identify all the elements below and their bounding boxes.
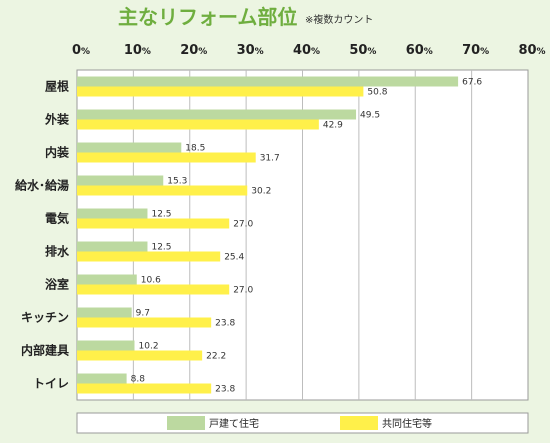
bar — [77, 383, 212, 394]
tick-label: 10% — [124, 43, 151, 58]
bar — [77, 317, 212, 328]
bar — [77, 76, 459, 87]
data-label: 8.8 — [131, 375, 146, 385]
data-label: 42.9 — [323, 121, 343, 131]
legend-swatch — [340, 416, 378, 430]
data-label: 31.7 — [260, 154, 280, 164]
chart-subtitle: ※複数カウント — [305, 13, 373, 26]
bar — [77, 274, 137, 285]
data-label: 18.5 — [185, 144, 205, 154]
data-label: 49.5 — [360, 111, 380, 121]
bar — [77, 284, 230, 295]
data-label: 25.4 — [224, 253, 244, 263]
data-label: 10.6 — [141, 276, 161, 286]
bar — [77, 142, 182, 153]
data-label: 9.7 — [136, 309, 150, 319]
data-label: 27.0 — [233, 286, 253, 296]
bar — [77, 208, 148, 219]
tick-label: 60% — [406, 43, 433, 58]
tick-label: 70% — [462, 43, 489, 58]
legend-label: 共同住宅等 — [382, 417, 432, 430]
tick-label: 40% — [293, 43, 320, 58]
bar — [77, 373, 127, 384]
data-label: 50.8 — [367, 88, 387, 98]
data-label: 30.2 — [251, 187, 271, 197]
data-label: 22.2 — [206, 352, 226, 362]
bar — [77, 185, 248, 196]
data-label: 10.2 — [139, 342, 159, 352]
bar — [77, 307, 132, 318]
category-label: 内部建具 — [21, 343, 69, 358]
bar — [77, 350, 203, 361]
bar — [77, 109, 357, 120]
bar — [77, 175, 164, 186]
bar — [77, 340, 135, 351]
legend-label: 戸建て住宅 — [209, 417, 259, 430]
category-label: 外装 — [45, 112, 69, 127]
category-label: トイレ — [33, 377, 69, 391]
category-label: キッチン — [21, 311, 69, 325]
data-label: 15.3 — [167, 177, 187, 187]
legend-box — [76, 412, 529, 434]
category-label: 屋根 — [45, 79, 69, 94]
tick-label: 0% — [72, 43, 90, 58]
data-label: 23.8 — [215, 319, 235, 329]
category-label: 給水･給湯 — [15, 178, 69, 193]
tick-label: 80% — [518, 43, 545, 58]
category-label: 排水 — [45, 244, 70, 259]
bar — [77, 119, 319, 130]
category-label: 内装 — [45, 145, 69, 160]
data-label: 12.5 — [151, 243, 171, 253]
data-label: 12.5 — [151, 210, 171, 220]
bar — [77, 86, 364, 97]
chart-title: 主なリフォーム部位 — [118, 5, 297, 29]
bar — [77, 218, 230, 229]
tick-label: 20% — [180, 43, 207, 58]
plot-area: 0% 10% 20% 30% 40% 50% 60% 70% 80% 屋根 67.6 50.8 外装 49… — [15, 43, 546, 434]
bar — [77, 251, 221, 262]
legend-swatch — [167, 416, 205, 430]
category-label: 電気 — [45, 211, 69, 226]
bar — [77, 152, 256, 163]
data-label: 23.8 — [215, 385, 235, 395]
bar — [77, 241, 148, 252]
data-label: 67.6 — [462, 78, 482, 88]
tick-label: 30% — [237, 43, 264, 58]
tick-label: 50% — [349, 43, 376, 58]
category-label: 浴室 — [45, 277, 69, 292]
data-label: 27.0 — [233, 220, 253, 230]
